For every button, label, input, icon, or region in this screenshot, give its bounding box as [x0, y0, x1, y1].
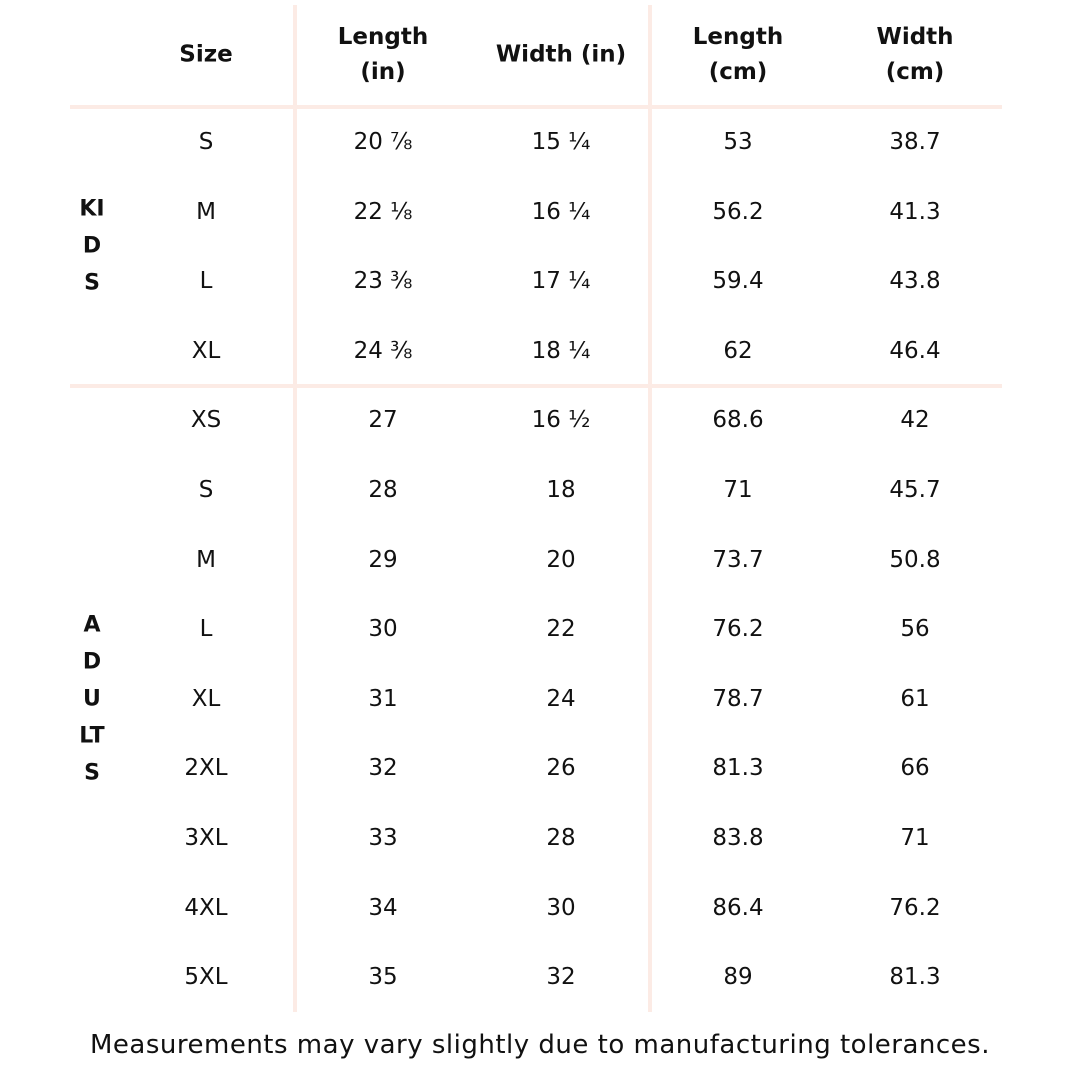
- size-cell: 4XL: [184, 894, 228, 921]
- measure-cell: 43.8: [889, 268, 941, 295]
- size-cell: XS: [190, 407, 222, 434]
- size-cell: S: [198, 129, 214, 155]
- measure-cell: 30: [368, 616, 398, 643]
- measure-cell: 32: [368, 755, 398, 782]
- header-line: Width (in): [495, 41, 627, 68]
- divider: [70, 105, 1002, 109]
- measure-cell: 66: [900, 755, 930, 782]
- measure-cell: 42: [900, 407, 930, 434]
- measure-cell: 23 ⅜: [353, 268, 413, 295]
- size-cell: XL: [191, 685, 221, 712]
- measure-cell: 24: [546, 685, 576, 712]
- header-line: (in): [360, 59, 406, 85]
- measure-cell: 35: [368, 964, 398, 991]
- measure-cell: 71: [723, 477, 753, 503]
- divider: [293, 5, 297, 1012]
- size-cell: M: [196, 198, 216, 225]
- column-header: Length (in): [338, 20, 428, 90]
- measure-cell: 56.2: [712, 198, 764, 225]
- size-cell: 5XL: [184, 964, 228, 991]
- measure-cell: 73.7: [712, 546, 764, 573]
- measure-cell: 76.2: [889, 894, 941, 921]
- size-cell: L: [199, 616, 213, 643]
- measure-cell: 68.6: [712, 407, 764, 434]
- size-cell: XL: [191, 337, 221, 364]
- measure-cell: 56: [900, 616, 930, 643]
- measure-cell: 89: [723, 964, 753, 991]
- measure-cell: 17 ¼: [531, 268, 591, 295]
- measure-cell: 15 ¼: [531, 129, 591, 155]
- measure-cell: 31: [368, 685, 398, 712]
- group-label: ADULTS: [79, 612, 105, 786]
- divider: [648, 5, 652, 1012]
- measure-cell: 16 ½: [531, 407, 591, 434]
- column-header: Length (cm): [693, 20, 783, 90]
- footnote: Measurements may vary slightly due to ma…: [90, 1030, 990, 1060]
- measure-cell: 18 ¼: [531, 337, 591, 364]
- header-line: (cm): [885, 59, 945, 85]
- measure-cell: 59.4: [712, 268, 764, 295]
- measure-cell: 71: [900, 825, 930, 851]
- measure-cell: 81.3: [889, 964, 941, 991]
- measure-cell: 30: [546, 894, 576, 921]
- measure-cell: 81.3: [712, 755, 764, 782]
- column-header: Width (cm): [876, 20, 953, 90]
- size-cell: M: [196, 546, 216, 573]
- header-line: Size: [179, 41, 233, 68]
- size-cell: L: [199, 268, 213, 295]
- header-line: (cm): [708, 59, 768, 85]
- header-line: Length: [692, 24, 784, 50]
- measure-cell: 20: [546, 546, 576, 573]
- header-line: Length: [337, 24, 429, 50]
- measure-cell: 32: [546, 964, 576, 991]
- size-cell: 3XL: [184, 825, 228, 851]
- measure-cell: 45.7: [889, 477, 941, 503]
- measure-cell: 78.7: [712, 685, 764, 712]
- divider: [70, 384, 1002, 388]
- measure-cell: 20 ⅞: [353, 129, 413, 155]
- measure-cell: 50.8: [889, 546, 941, 573]
- measure-cell: 76.2: [712, 616, 764, 643]
- column-header: Size: [179, 38, 232, 73]
- column-header: Width (in): [496, 38, 626, 73]
- measure-cell: 62: [723, 337, 753, 364]
- measure-cell: 22: [546, 616, 576, 643]
- size-cell: S: [198, 477, 214, 503]
- measure-cell: 46.4: [889, 337, 941, 364]
- measure-cell: 86.4: [712, 894, 764, 921]
- measure-cell: 41.3: [889, 198, 941, 225]
- measure-cell: 83.8: [712, 825, 764, 851]
- group-label: KIDS: [79, 196, 105, 296]
- measure-cell: 26: [546, 755, 576, 782]
- measure-cell: 22 ⅛: [353, 198, 413, 225]
- header-line: Width: [876, 24, 954, 50]
- measure-cell: 33: [368, 825, 398, 851]
- measure-cell: 38.7: [889, 129, 941, 155]
- measure-cell: 28: [546, 825, 576, 851]
- measure-cell: 28: [368, 477, 398, 503]
- measure-cell: 18: [546, 477, 576, 503]
- measure-cell: 29: [368, 546, 398, 573]
- measure-cell: 16 ¼: [531, 198, 591, 225]
- measure-cell: 27: [368, 407, 398, 434]
- measure-cell: 53: [723, 129, 753, 155]
- measure-cell: 24 ⅜: [353, 337, 413, 364]
- size-cell: 2XL: [184, 755, 228, 782]
- measure-cell: 61: [900, 685, 930, 712]
- measure-cell: 34: [368, 894, 398, 921]
